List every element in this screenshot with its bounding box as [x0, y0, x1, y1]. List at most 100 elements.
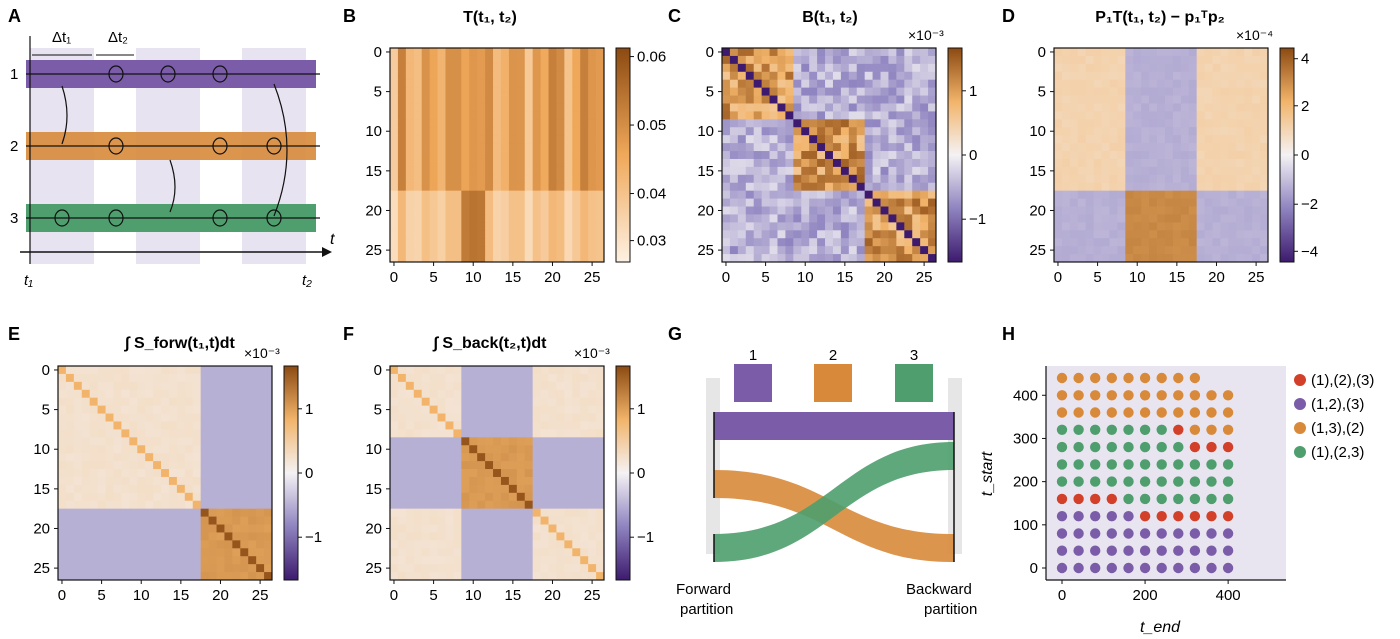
heatmap-cell [1236, 238, 1245, 247]
heatmap-cell [405, 421, 415, 430]
heatmap-cell [508, 556, 518, 565]
heatmap-cell [516, 166, 526, 176]
heatmap-cell [556, 469, 565, 478]
heatmap-cell [722, 206, 731, 215]
heatmap-cell [1069, 95, 1079, 104]
heatmap-cell [801, 190, 810, 199]
heatmap-cell [161, 556, 170, 565]
heatmap-cell [113, 461, 122, 470]
heatmap-cell [264, 572, 273, 581]
heatmap-cell [729, 71, 739, 81]
heatmap-cell [429, 508, 438, 517]
heatmap-cell [390, 206, 399, 215]
heatmap-cell [405, 556, 415, 565]
heatmap-cell [1164, 135, 1174, 144]
heatmap-cell [176, 421, 186, 430]
scatter-point [1173, 511, 1184, 522]
heatmap-cell [453, 532, 462, 541]
heatmap-cell [469, 556, 478, 565]
heatmap-cell [1260, 135, 1269, 144]
heatmap-cell [848, 151, 858, 160]
heatmap-cell [1164, 151, 1174, 160]
heatmap-cell [500, 540, 510, 549]
heatmap-cell [848, 174, 858, 184]
heatmap-cell [532, 87, 541, 96]
heatmap-cell [264, 421, 273, 430]
heatmap-cell [405, 55, 415, 65]
heatmap-cell [137, 469, 146, 478]
heatmap-cell [240, 572, 249, 581]
heatmap-cell [722, 55, 731, 65]
heatmap-cell [524, 366, 534, 375]
heatmap-cell [588, 421, 597, 430]
heatmap-cell [1133, 238, 1142, 247]
heatmap-cell [445, 174, 454, 184]
heatmap-cell [248, 500, 257, 510]
heatmap-cell [777, 166, 786, 176]
heatmap-cell [737, 230, 747, 239]
heatmap-cell [461, 540, 470, 549]
scatter-point [1189, 545, 1201, 556]
heatmap-cell [1109, 166, 1118, 176]
heatmap-cell [1109, 206, 1118, 215]
heatmap-cell [58, 469, 67, 478]
heatmap-cell [572, 254, 581, 263]
heatmap-cell [596, 63, 605, 73]
heatmap-cell [137, 548, 146, 557]
x-tick-label: 5 [429, 269, 437, 286]
heatmap-cell [516, 484, 526, 494]
heatmap-cell [477, 373, 486, 383]
heatmap-cell [588, 484, 597, 494]
heatmap-cell [437, 548, 446, 557]
heatmap-cell [809, 174, 818, 184]
heatmap-cell [390, 87, 399, 96]
heatmap-cell [588, 111, 597, 120]
heatmap-cell [113, 445, 122, 454]
heatmap-cell [1212, 158, 1221, 168]
heatmap-cell [105, 484, 114, 494]
heatmap-cell [516, 532, 526, 541]
heatmap-cell [524, 572, 534, 581]
heatmap-cell [508, 71, 518, 81]
heatmap-cell [1149, 119, 1158, 128]
heatmap-cell [1061, 71, 1071, 81]
heatmap-cell [493, 174, 502, 184]
heatmap-cell [1125, 214, 1134, 223]
heatmap-cell [232, 516, 241, 525]
heatmap-cell [477, 198, 486, 207]
heatmap-cell [572, 548, 581, 557]
heatmap-cell [397, 127, 407, 136]
heatmap-cell [596, 516, 605, 525]
scatter-point [1106, 372, 1118, 384]
heatmap-cell [97, 453, 106, 462]
heatmap-cell [785, 79, 794, 89]
group-swatch-3 [895, 364, 933, 402]
heatmap-cell [1188, 63, 1198, 73]
heatmap-cell [769, 222, 778, 231]
heatmap-cell [1069, 182, 1079, 192]
heatmap-cell [500, 174, 510, 184]
heatmap-cell [508, 95, 518, 104]
heatmap-cell [1236, 230, 1245, 239]
heatmap-cell [588, 532, 597, 541]
scatter-point [1056, 459, 1068, 470]
heatmap-cell [1117, 79, 1126, 89]
heatmap-cell [129, 437, 138, 446]
heatmap-cell [176, 524, 186, 533]
heatmap-cell [769, 254, 778, 263]
heatmap-cell [121, 564, 130, 573]
heatmap-cell [572, 476, 581, 486]
heatmap-cell [121, 413, 130, 422]
heatmap-cell [1077, 158, 1087, 168]
heatmap-cell [1212, 166, 1221, 176]
heatmap-cell [461, 119, 470, 128]
heatmap-cell [129, 469, 138, 478]
heatmap-cell [737, 103, 747, 112]
heatmap-cell [580, 476, 589, 486]
heatmap-cell [65, 445, 75, 454]
heatmap-cell [248, 405, 257, 414]
heatmap-cell [397, 366, 407, 375]
heatmap-cell [1172, 55, 1182, 65]
heatmap-cell [1188, 111, 1198, 120]
